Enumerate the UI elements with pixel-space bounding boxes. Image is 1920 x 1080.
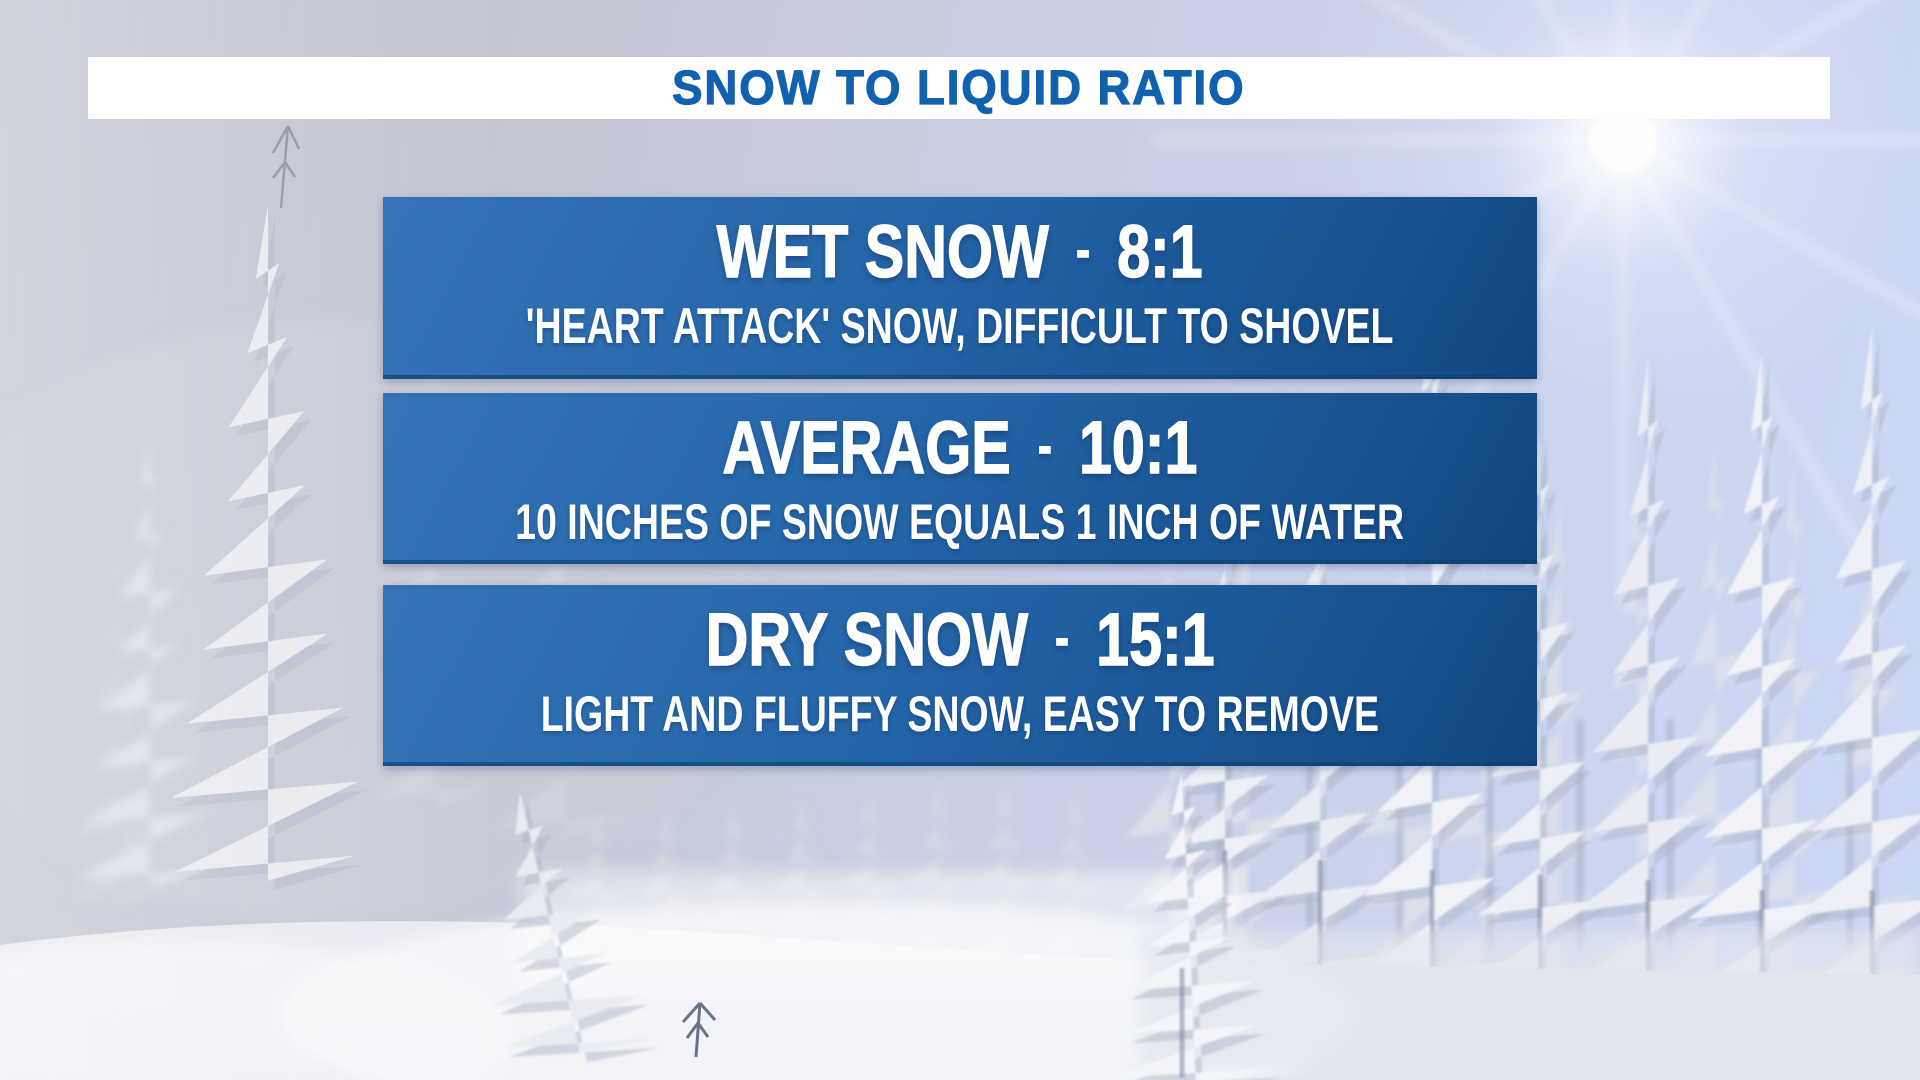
dash-separator: - [1037,416,1052,476]
dash-separator: - [1054,608,1069,668]
panel-title: WET SNOW [716,209,1050,294]
panel-description: LIGHT AND FLUFFY SNOW, EASY TO REMOVE [540,686,1380,742]
panel-ratio: 8:1 [1117,209,1204,294]
panel-ratio: 15:1 [1095,597,1215,682]
panel-description: 'HEART ATTACK' SNOW, DIFFICULT TO SHOVEL [526,298,1394,354]
sapling-twig [681,1001,717,1058]
panel-ratio: 10:1 [1078,405,1198,490]
panel-title: AVERAGE [722,405,1012,490]
panel-title: DRY SNOW [705,597,1029,682]
panel-dry-snow: DRY SNOW - 15:1 LIGHT AND FLUFFY SNOW, E… [383,585,1537,766]
foreground-trees [492,772,1284,1080]
panel-headline: WET SNOW - 8:1 [716,209,1204,295]
page-title: SNOW TO LIQUID RATIO [672,61,1246,115]
dash-separator: - [1076,220,1091,280]
title-bar: SNOW TO LIQUID RATIO [88,57,1830,119]
panel-headline: DRY SNOW - 15:1 [705,597,1215,683]
panel-wet-snow: WET SNOW - 8:1 'HEART ATTACK' SNOW, DIFF… [383,197,1537,379]
panel-headline: AVERAGE - 10:1 [722,405,1198,491]
panel-average: AVERAGE - 10:1 10 INCHES OF SNOW EQUALS … [383,393,1537,564]
panel-description: 10 INCHES OF SNOW EQUALS 1 INCH OF WATER [515,494,1405,550]
